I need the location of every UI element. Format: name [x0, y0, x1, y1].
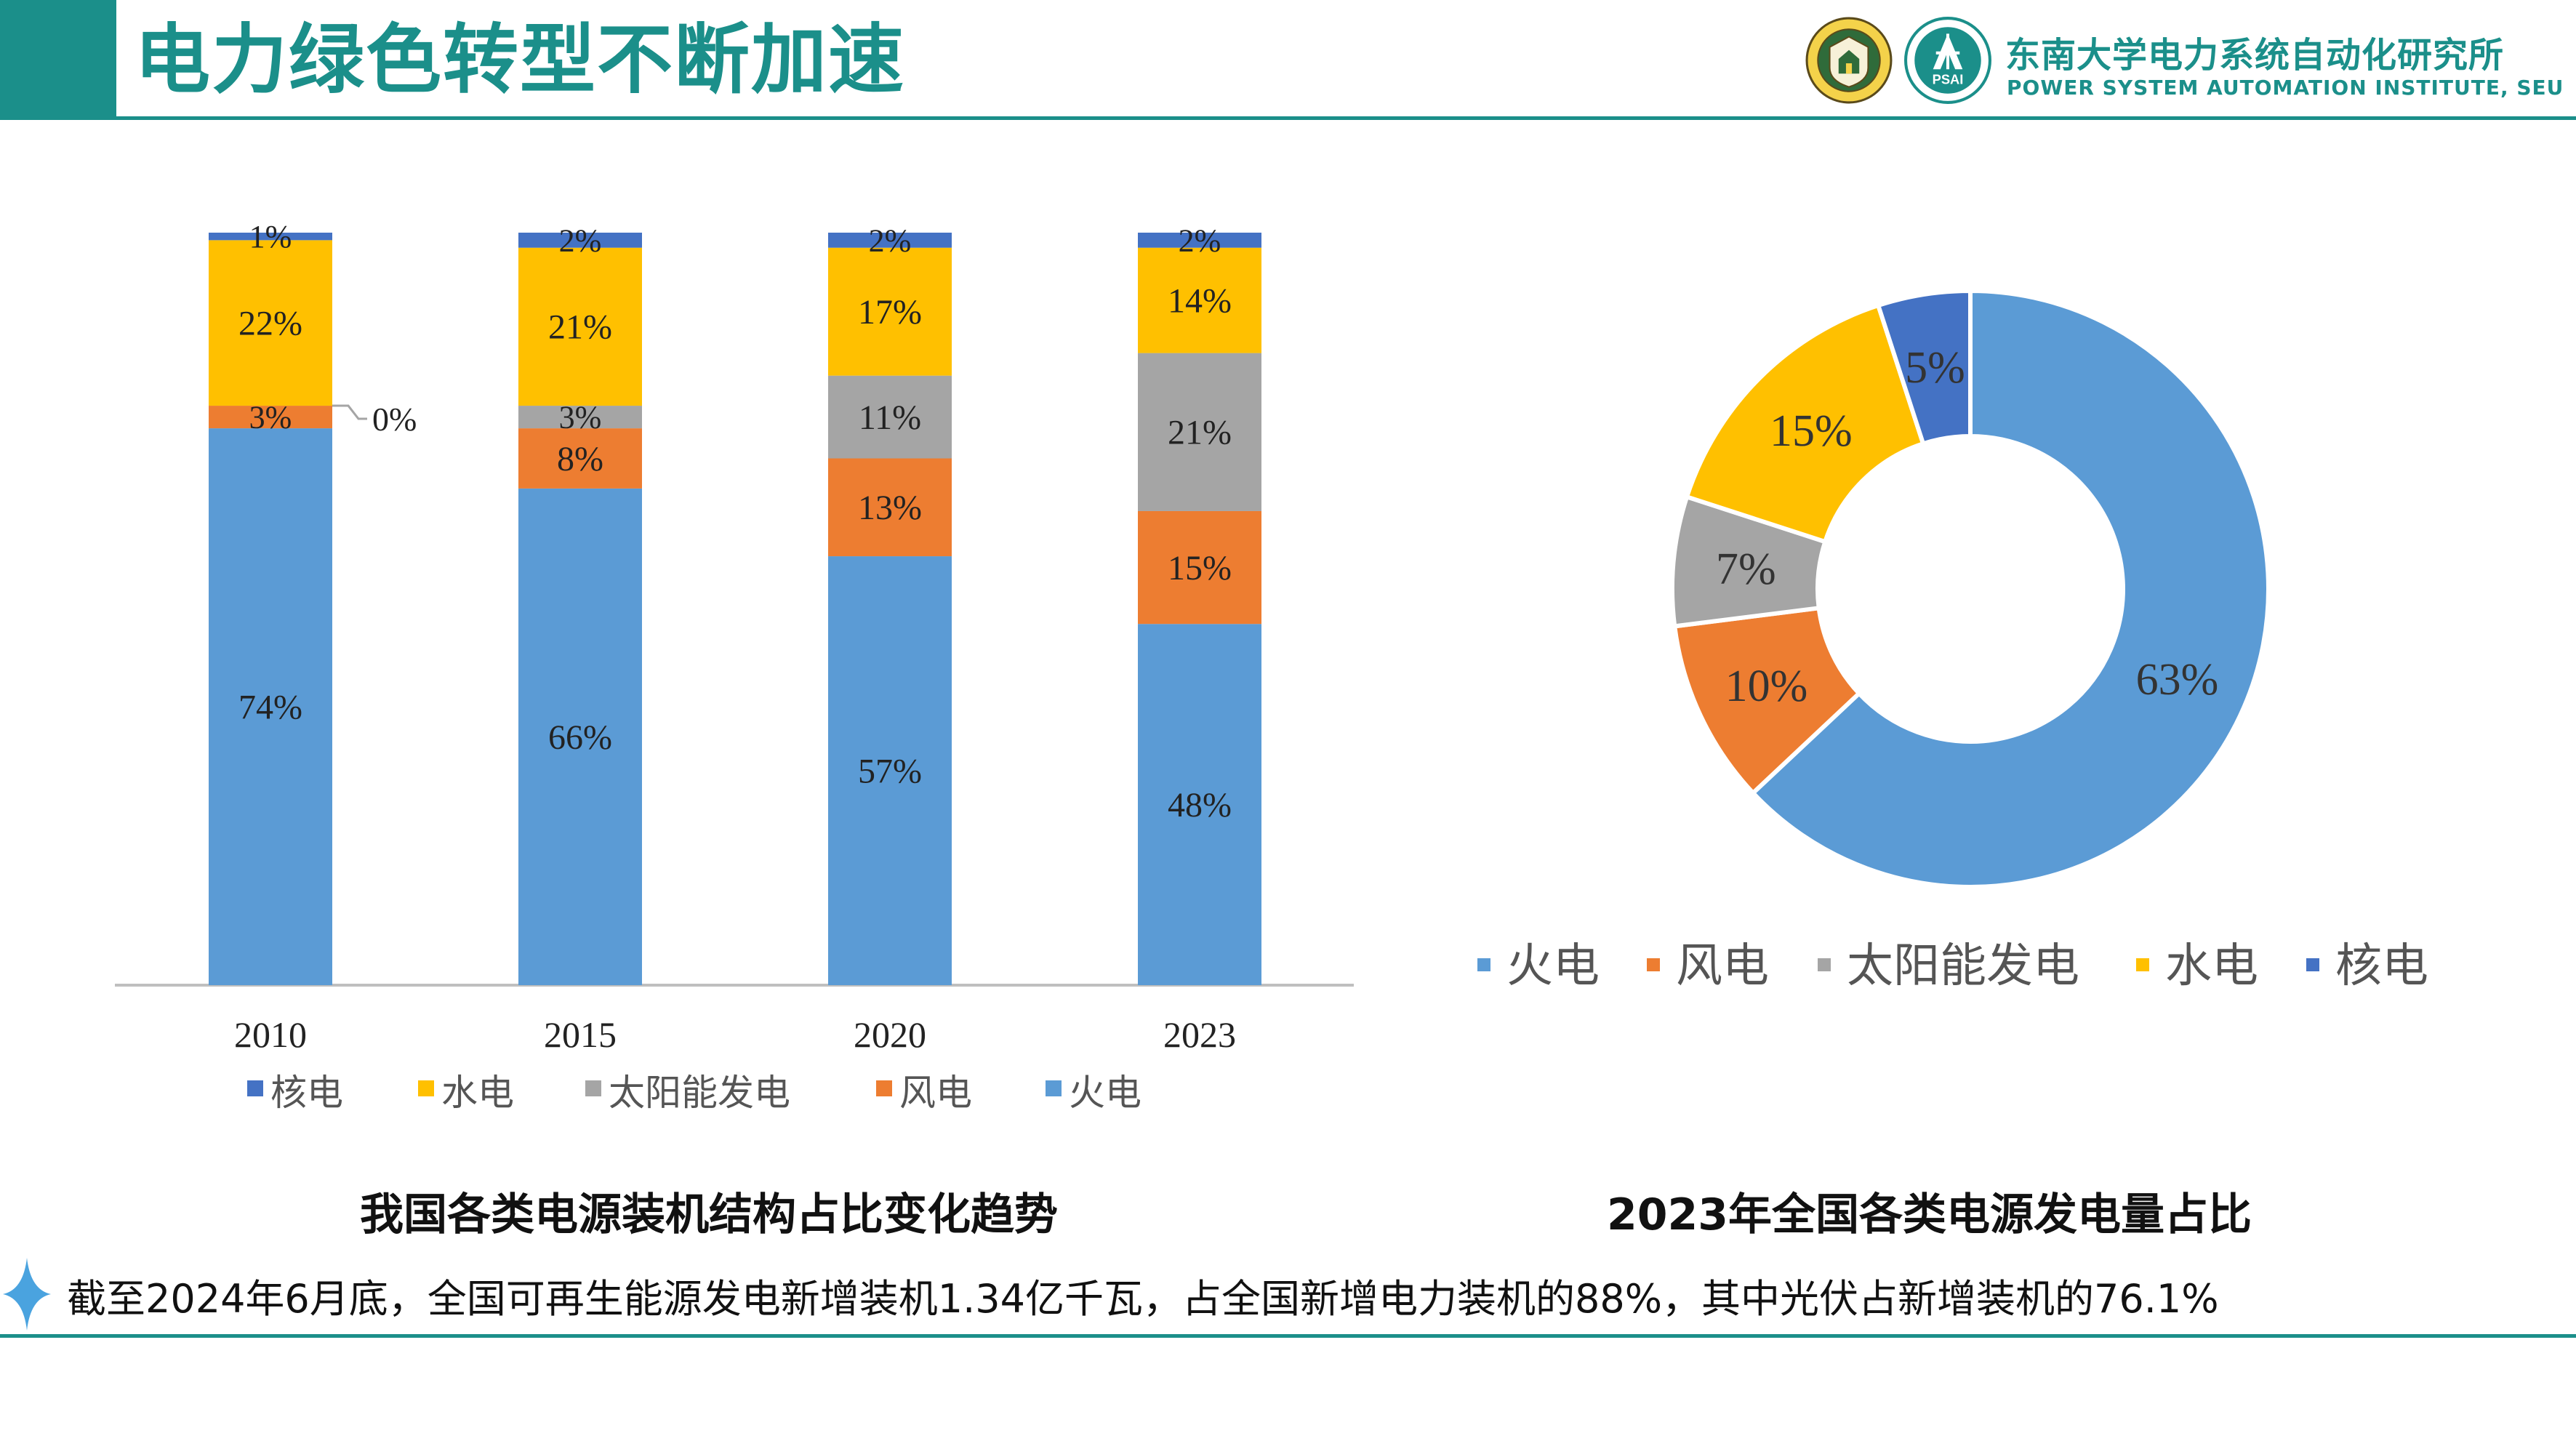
- donut-legend-label: 水电: [2165, 940, 2258, 992]
- bar-data-label: 17%: [858, 293, 922, 332]
- bar-segment: [1138, 624, 1261, 985]
- psai-logo-text: PSAI: [1933, 72, 1964, 87]
- donut-data-label: 15%: [1770, 406, 1853, 456]
- bar-data-label: 1%: [249, 219, 292, 254]
- institute-name-en: POWER SYSTEM AUTOMATION INSTITUTE, SEU: [2007, 76, 2564, 100]
- donut-legend-label: 风电: [1676, 940, 1769, 992]
- bar-legend-swatch: [585, 1080, 601, 1096]
- institute-name-cn: 东南大学电力系统自动化研究所: [2005, 35, 2505, 76]
- donut-chart-caption: 2023年全国各类电源发电量占比: [1607, 1189, 2252, 1240]
- bar-segment: [828, 556, 952, 985]
- bar-segment: [518, 233, 642, 248]
- bar-data-label: 8%: [557, 440, 603, 478]
- bar-segment: [209, 428, 332, 985]
- title-accent-block: [0, 0, 116, 116]
- bar-data-label: 21%: [1168, 414, 1232, 452]
- donut-legend-swatch: [2306, 958, 2319, 971]
- bar-data-label: 2%: [1179, 222, 1221, 258]
- bar-x-tick-label: 2023: [1163, 1014, 1236, 1055]
- donut-slice: [1875, 288, 1973, 447]
- bar-chart-caption: 我国各类电源装机结构占比变化趋势: [360, 1189, 1058, 1240]
- donut-legend-swatch: [1818, 958, 1831, 971]
- bar-segment: [828, 233, 952, 248]
- bar-segment: [1138, 233, 1261, 248]
- bar-segment: [209, 240, 332, 406]
- bar-data-label: 57%: [858, 752, 922, 790]
- donut-legend-label: 核电: [2335, 940, 2428, 992]
- donut-data-label: 63%: [2136, 655, 2219, 705]
- donut-legend-label: 太阳能发电: [1847, 940, 2079, 992]
- bar-segment: [518, 406, 642, 429]
- donut-data-label: 7%: [1716, 545, 1776, 594]
- bar-segment: [209, 233, 332, 241]
- bar-data-label: 66%: [548, 718, 612, 757]
- header-divider: [0, 116, 2576, 120]
- bar-legend-swatch: [418, 1080, 434, 1096]
- bar-data-label: 74%: [238, 688, 302, 726]
- bar-data-label: 0%: [372, 401, 417, 438]
- bar-segment: [518, 247, 642, 406]
- bar-data-label: 13%: [858, 489, 922, 527]
- bar-x-tick-label: 2020: [854, 1014, 926, 1055]
- bar-data-label: 48%: [1168, 786, 1232, 824]
- bar-segment: [828, 247, 952, 376]
- bar-segment: [209, 406, 332, 429]
- donut-legend-swatch: [2136, 958, 2149, 971]
- bar-segment: [1138, 247, 1261, 353]
- bar-segment: [1138, 510, 1261, 625]
- psai-logo-icon: PSAI: [1904, 17, 1991, 104]
- bar-segment: [518, 488, 642, 985]
- bar-data-label: 21%: [548, 308, 612, 347]
- footer-divider: [0, 1334, 2576, 1338]
- seu-crest-logo-icon: [1805, 17, 1893, 104]
- bar-data-label: 14%: [1168, 281, 1232, 320]
- bar-segment: [828, 458, 952, 557]
- donut-legend-label: 火电: [1506, 940, 1600, 992]
- bar-legend-label: 核电: [270, 1072, 343, 1113]
- bar-x-tick-label: 2010: [234, 1014, 307, 1055]
- donut-legend-swatch: [1647, 958, 1660, 971]
- bar-legend-label: 火电: [1069, 1072, 1141, 1113]
- bar-legend-swatch: [247, 1080, 263, 1096]
- bar-segment: [828, 375, 952, 459]
- donut-legend-swatch: [1477, 958, 1490, 971]
- bar-segment: [1138, 353, 1261, 511]
- bar-x-tick-label: 2015: [544, 1014, 617, 1055]
- bar-segment: [518, 428, 642, 489]
- bar-legend-label: 风电: [899, 1072, 972, 1113]
- bar-legend-swatch: [876, 1080, 892, 1096]
- bar-legend-label: 太阳能发电: [609, 1072, 790, 1113]
- donut-slice: [1684, 302, 1926, 545]
- page-title: 电力绿色转型不断加速: [135, 15, 906, 104]
- bar-legend-swatch: [1046, 1080, 1062, 1096]
- bar-callout-line: [332, 404, 367, 420]
- bar-data-label: 2%: [559, 222, 602, 258]
- donut-data-label: 5%: [1905, 343, 1965, 393]
- donut-data-label: 10%: [1725, 662, 1808, 711]
- donut-slice: [1672, 605, 1863, 796]
- bar-data-label: 11%: [859, 398, 921, 437]
- bar-legend-label: 水电: [441, 1072, 514, 1113]
- sparkle-star-icon: [3, 1258, 51, 1330]
- bar-data-label: 15%: [1168, 549, 1232, 587]
- bar-data-label: 2%: [869, 222, 912, 258]
- footnote-text: 截至2024年6月底，全国可再生能源发电新增装机1.34亿千瓦，占全国新增电力装…: [67, 1276, 2219, 1322]
- bar-data-label: 22%: [238, 305, 302, 343]
- donut-slice: [1749, 288, 2271, 889]
